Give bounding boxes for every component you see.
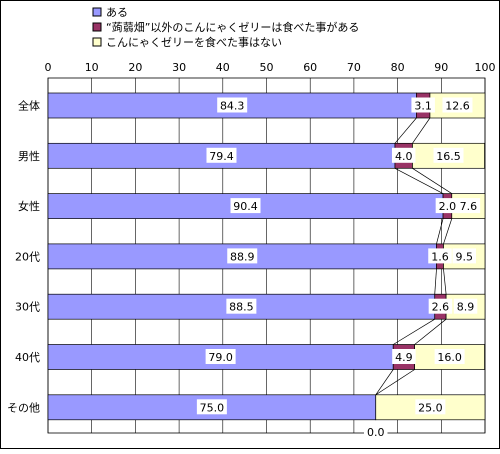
- series-line-1-4: [434, 268, 437, 295]
- data-label-2-2: 4.0: [395, 150, 413, 163]
- x-tick-label-60: 60: [303, 61, 317, 74]
- x-tick-label-30: 30: [172, 61, 186, 74]
- x-tick-label-80: 80: [391, 61, 405, 74]
- category-label-4: 20代: [15, 250, 40, 263]
- data-label-bg-1-5: [226, 298, 257, 314]
- x-tick-label-0: 0: [45, 61, 52, 74]
- series-line-1-1: [394, 117, 417, 144]
- data-label-1-2: 79.4: [209, 150, 234, 163]
- category-label-7: その他: [7, 401, 40, 414]
- category-label-5: 30代: [15, 301, 40, 314]
- data-label-1-6: 79.0: [208, 351, 233, 364]
- x-tick-label-50: 50: [260, 61, 274, 74]
- legend: ある“蒟蒻畑”以外のこんにゃくゼリーは食べた事があるこんにゃくゼリーを食べた事は…: [92, 6, 359, 49]
- data-label-1-4: 88.9: [230, 250, 255, 263]
- data-label-bg-3-5: [453, 298, 478, 314]
- legend-label-3: こんにゃくゼリーを食べた事はない: [106, 35, 282, 49]
- category-label-6: 40代: [15, 351, 40, 364]
- series-line-1-5: [393, 318, 435, 345]
- legend-swatch-1: [92, 7, 102, 17]
- legend-swatch-2: [92, 22, 102, 32]
- legend-swatch-3: [92, 37, 102, 47]
- bar-1-7: [47, 394, 377, 421]
- series-line-2-4: [443, 268, 447, 295]
- data-label-bg-3-3: [456, 198, 481, 214]
- data-label-bg-3-6: [434, 349, 465, 364]
- data-label-3-1: 12.6: [445, 100, 470, 113]
- data-label-bg-2-6: [392, 349, 416, 364]
- legend-label-1: ある: [106, 6, 128, 19]
- data-label-3-4: 9.5: [455, 250, 473, 263]
- data-label-2-7: 0.0: [367, 426, 385, 439]
- data-label-3-2: 16.5: [436, 150, 461, 163]
- data-label-3-6: 16.0: [437, 351, 462, 364]
- data-label-bg-2-4: [428, 248, 452, 264]
- series-line-1-6: [375, 369, 394, 395]
- data-label-1-1: 84.3: [220, 100, 245, 113]
- data-label-2-6: 4.9: [395, 351, 413, 364]
- series-lines: [375, 117, 453, 396]
- data-label-bg-3-1: [442, 97, 473, 113]
- data-label-2-5: 2.6: [432, 301, 450, 314]
- data-labels: 84.3 3.1 12.6 79.4 4.0 16.5 90.4 2.0 7.6 88.9 1.6 9…: [196, 97, 481, 439]
- x-tick-label-90: 90: [434, 61, 448, 74]
- data-label-bg-3-7: [415, 399, 446, 415]
- series-line-2-5: [414, 318, 447, 345]
- x-tick-label-20: 20: [128, 61, 142, 74]
- data-label-bg-1-6: [205, 349, 236, 364]
- data-label-2-4: 1.6: [431, 250, 449, 263]
- series-line-2-1: [412, 117, 431, 144]
- data-label-3-5: 8.9: [457, 301, 475, 314]
- x-axis-ticks: 0 10 20 30 40 50 60 70 80 90 100: [45, 61, 496, 74]
- data-label-3-3: 7.6: [460, 200, 478, 213]
- data-label-bg-3-2: [433, 147, 464, 163]
- x-tick-label-10: 10: [85, 61, 99, 74]
- data-label-bg-1-1: [217, 97, 248, 113]
- series-line-2-2: [412, 168, 452, 194]
- data-label-2-1: 3.1: [414, 100, 432, 113]
- data-label-bg-3-4: [452, 248, 476, 264]
- category-label-1: 全体: [18, 99, 40, 113]
- data-label-2-3: 2.0: [439, 200, 457, 213]
- data-label-1-3: 90.4: [233, 200, 258, 213]
- category-label-3: 女性: [18, 199, 40, 213]
- data-label-1-5: 88.5: [229, 301, 254, 314]
- series-line-2-6: [375, 369, 415, 396]
- data-label-bg-2-7: [364, 423, 388, 439]
- series-line-2-3: [443, 218, 453, 245]
- x-tick-label-70: 70: [347, 61, 361, 74]
- series-line-1-2: [394, 167, 444, 194]
- x-tick-label-40: 40: [216, 61, 230, 74]
- data-label-bg-1-3: [230, 198, 261, 214]
- data-label-bg-1-4: [227, 248, 258, 264]
- data-label-bg-2-3: [435, 198, 460, 214]
- series-line-1-3: [436, 218, 444, 244]
- data-label-bg-1-7: [196, 399, 227, 415]
- data-label-3-7: 25.0: [418, 401, 443, 414]
- data-label-1-7: 75.0: [200, 401, 225, 414]
- legend-label-2: “蒟蒻畑”以外のこんにゃくゼリーは食べた事がある: [106, 20, 359, 34]
- data-label-bg-2-5: [428, 298, 453, 314]
- category-label-2: 男性: [18, 149, 40, 163]
- data-label-bg-2-1: [411, 97, 435, 113]
- data-label-bg-2-2: [391, 147, 416, 163]
- x-tick-label-100: 100: [475, 61, 496, 74]
- data-label-bg-1-2: [206, 147, 237, 163]
